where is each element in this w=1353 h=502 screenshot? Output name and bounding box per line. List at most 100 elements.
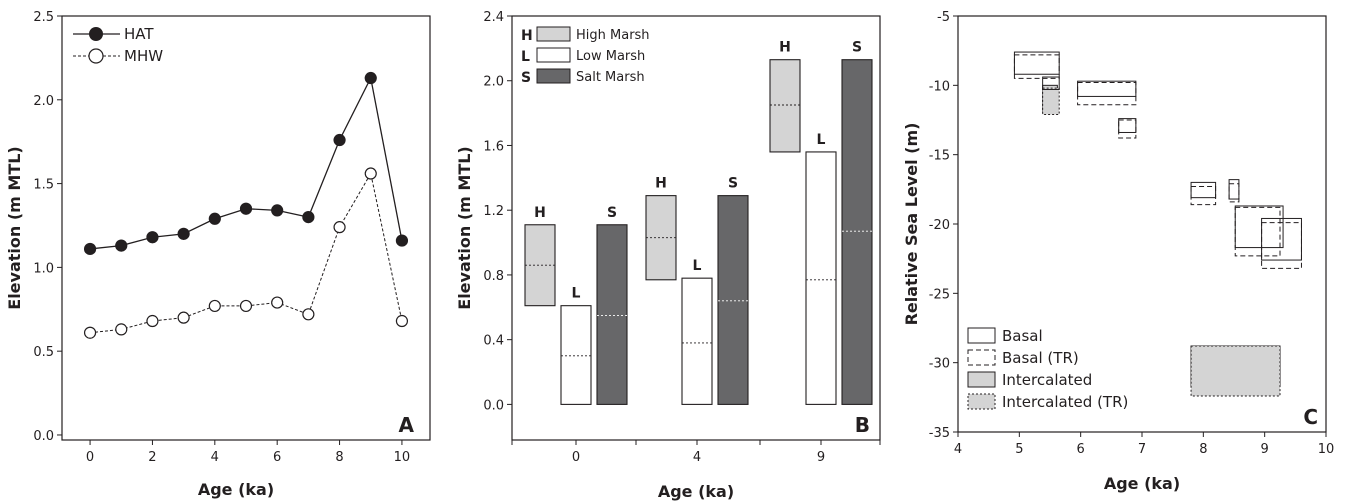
panel-b-bar-label: H <box>534 205 546 221</box>
panel-c-legend-label: Intercalated <box>1002 371 1092 389</box>
panel-b-bar-l <box>681 277 713 405</box>
panel-c-box-intercalated-tr <box>1042 87 1060 115</box>
panel-a-xlabel: Age (ka) <box>198 480 274 499</box>
panel-c-box-basal <box>1228 179 1240 200</box>
panel-a-legend: HAT MHW <box>73 25 163 65</box>
panel-a-ytick-label: 2.0 <box>33 94 54 109</box>
panel-c-ytick-label: -30 <box>929 357 950 372</box>
panel-c-legend-label: Basal (TR) <box>1002 349 1079 367</box>
panel-a-ytick-label: 0.0 <box>33 429 54 444</box>
panel-b-ytick-label: 0.8 <box>483 269 504 284</box>
panel-a-ytick-label: 2.5 <box>33 10 54 25</box>
panel-c-xtick-label: 5 <box>1015 442 1023 457</box>
panel-c-xtick-label: 9 <box>1261 442 1269 457</box>
panel-a: 0 2 4 6 8 10 0.0 0.5 1.0 1.5 2.0 2.5 Age (ka) Eleva… <box>5 10 431 499</box>
panel-a-frame <box>61 15 431 441</box>
panel-b-bar-label: S <box>728 176 738 192</box>
panel-c-box-basal <box>1234 205 1284 249</box>
panel-c-xtick-label: 6 <box>1077 442 1085 457</box>
panel-c-legend-swatch <box>967 393 996 410</box>
panel-b-xtick-label: 0 <box>572 450 580 465</box>
panel-b-legend-label: High Marsh <box>576 28 650 43</box>
panel-a-point-mhw <box>239 299 253 313</box>
panel-b-bar-label: S <box>852 40 862 56</box>
panel-a-point-hat <box>302 211 315 224</box>
panel-a-xtick-label: 2 <box>148 450 156 465</box>
panel-b-ytick-label: 0.4 <box>483 334 504 349</box>
panel-b-ytick-label: 2.0 <box>483 75 504 90</box>
panel-b-bar-l <box>560 305 592 405</box>
panel-c-ytick-label: -10 <box>929 79 950 94</box>
panel-c-box-basal-tr <box>1077 82 1137 106</box>
panel-a-ytick-label: 1.5 <box>33 178 54 193</box>
panel-b-bar-s <box>841 59 873 405</box>
panel-a-point-mhw <box>177 311 190 324</box>
panel-c-box-basal <box>1077 80 1137 97</box>
panel-b-bar-label: H <box>655 176 667 192</box>
panel-c-legend-label: Intercalated (TR) <box>1002 393 1128 411</box>
panel-b-frame <box>511 15 881 441</box>
panel-a-point-hat <box>271 204 284 217</box>
panel-a-point-hat <box>364 71 377 85</box>
panel-b-xlabel: Age (ka) <box>658 482 734 501</box>
panel-c-box-basal <box>1261 217 1302 261</box>
panel-b-legend-swatch <box>536 26 571 42</box>
panel-c-ytick-label: -35 <box>929 426 950 441</box>
panel-c-ylabel: Relative Sea Level (m) <box>902 123 921 326</box>
panel-a-series-line-hat <box>89 76 403 250</box>
panel-a-point-hat <box>208 212 221 225</box>
panel-a-point-hat <box>177 227 190 240</box>
panel-c-box-basal <box>1042 76 1060 90</box>
legend-hat-marker <box>89 27 103 41</box>
legend-hat-label: HAT <box>124 25 154 43</box>
panel-b-ytick-label: 1.6 <box>483 139 504 154</box>
panel-c-legend-swatch <box>967 371 996 388</box>
panel-b-bar-label: L <box>693 258 702 274</box>
panel-a-xtick-label: 6 <box>273 450 281 465</box>
panel-b-bar-h <box>769 59 801 153</box>
panel-a-point-mhw <box>271 296 284 309</box>
panel-a-point-hat <box>115 239 128 252</box>
panel-b-ytick-label: 0.0 <box>483 398 504 413</box>
panel-c-ytick-label: -15 <box>929 149 950 164</box>
panel-b-legend: H High Marsh L Low Marsh S Salt Marsh <box>521 26 650 86</box>
panel-b-legend-key: L <box>521 49 530 65</box>
panel-b-legend-swatch <box>536 68 571 84</box>
panel-c-box-basal-tr <box>1118 119 1137 139</box>
panel-b-bar-s <box>596 224 628 405</box>
panel-a-point-hat <box>395 234 409 247</box>
panel-b-bar-label: H <box>779 40 791 56</box>
panel-b-legend-key: H <box>521 28 533 44</box>
panel-b-xtick-label: 9 <box>817 450 825 465</box>
panel-b-ylabel: Elevation (m MTL) <box>455 146 474 309</box>
panel-b-bar-label: L <box>572 286 581 302</box>
panel-c-box-basal <box>1118 118 1137 133</box>
panel-b-legend-swatch <box>536 47 571 63</box>
panel-b-bar-l <box>805 151 837 405</box>
panel-a-xtick-label: 10 <box>394 450 411 465</box>
panel-a-letter: A <box>399 413 415 437</box>
panel-c-ytick-label: -20 <box>929 218 950 233</box>
panel-b-bar-s <box>717 195 749 405</box>
panel-c-box-basal-tr <box>1228 183 1240 203</box>
panel-c-box-intercalated-tr <box>1190 345 1281 397</box>
panel-a-xtick-label: 8 <box>335 450 343 465</box>
panel-c-box-basal-tr <box>1261 222 1302 269</box>
panel-a-point-hat <box>333 133 346 147</box>
panel-a-point-mhw <box>302 308 315 321</box>
panel-b-ytick-label: 2.4 <box>483 10 504 25</box>
panel-a-point-mhw <box>208 299 221 313</box>
panel-a-point-hat <box>146 231 159 244</box>
panel-c-ytick-label: -5 <box>937 10 950 25</box>
panel-b-xtick-label: 4 <box>693 450 701 465</box>
panel-c-xtick-label: 10 <box>1318 442 1335 457</box>
panel-c-letter: C <box>1303 405 1318 429</box>
panel-a-ytick-label: 1.0 <box>33 261 54 276</box>
panel-c-legend: Basal Basal (TR) Intercalated Intercalated … <box>967 327 1128 411</box>
panel-b-legend-label: Low Marsh <box>576 49 645 64</box>
panel-c-box-basal <box>1190 181 1217 199</box>
panel-a-point-mhw <box>115 323 128 336</box>
panel-b-bar-label: L <box>817 132 826 148</box>
